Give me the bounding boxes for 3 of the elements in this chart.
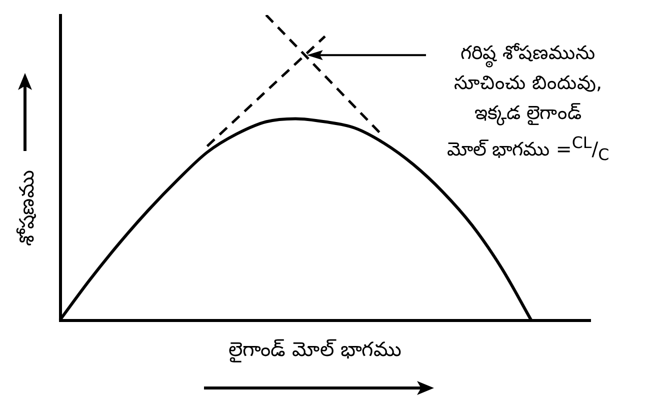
x-axis-title: లైగాండ్ మోల్ భాగము bbox=[228, 337, 402, 362]
annotation: గరిష్ఠ శోషణమును సూచించు బిందువు, ఇక్కడ లైగాండ్ మోల్ భాగము =$^{CL}$/$_{C}$ bbox=[446, 41, 610, 166]
y-axis-title: శోషణము bbox=[14, 170, 40, 246]
